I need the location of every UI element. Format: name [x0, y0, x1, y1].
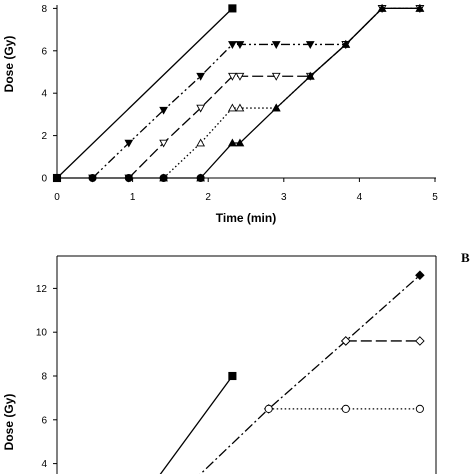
panel-a-series-3-point: [235, 72, 245, 81]
panel-a-series-6-point: [159, 173, 168, 183]
panel-a-series-5-point: [415, 3, 425, 12]
panel-a-series-6-point: [52, 173, 62, 183]
panel-b-series-1-point: [228, 371, 237, 381]
panel-a-series-5-point: [235, 138, 245, 147]
panel-a-series-5-line: [200, 7, 420, 179]
panel-a-series-5-point: [305, 71, 315, 80]
panel-a-series-2-point: [305, 41, 315, 49]
panel-a-x-tick-label: 4: [357, 192, 363, 203]
panel-a-x-axis-title: Time (min): [216, 211, 276, 225]
panel-a-series-2-point: [196, 72, 206, 81]
panel-a-series-2-point: [228, 41, 237, 49]
panel-b-y-tick-label: 12: [36, 284, 48, 295]
panel-a-x-tick-label: 5: [432, 192, 438, 203]
panel-a-y-tick-label: 0: [41, 174, 47, 185]
panel-a-x-tick-label: 3: [281, 192, 287, 203]
panel-a-series-6-point: [196, 173, 205, 183]
panel-a-x-ticks: 0 1 2 3 4 5: [54, 178, 438, 203]
panel-a-y-axis-title: Dose (Gy): [2, 36, 16, 93]
panel-a-series-2-point: [124, 139, 134, 148]
panel-a-x-tick-label: 1: [130, 192, 136, 203]
panel-b-series-3-point: [341, 336, 351, 346]
panel-b-series-2-point: [415, 270, 425, 281]
panel-a-series-3-point: [228, 72, 237, 81]
panel-b-series-4-point: [341, 404, 350, 413]
panel-b-series-4-point: [415, 404, 424, 413]
panel-a-y-tick-label: 2: [41, 131, 47, 142]
panel-a-x-tick-label: 2: [205, 192, 211, 203]
panel-b-series-3-point: [415, 336, 425, 346]
panel-a-series-3-line: [128, 7, 420, 179]
panel-a-y-tick-label: 6: [41, 46, 47, 57]
panel-a-y-ticks: 0 2 4 6 8: [41, 4, 57, 185]
panel-a-series-2-line: [92, 7, 420, 179]
panel-a-series-2-point: [235, 41, 245, 49]
panel-b-y-tick-label: 10: [36, 328, 48, 339]
panel-a-chart: 0 1 2 3 4 5 0 2 4 6 8 Time (min) Dose (Gy): [2, 3, 438, 225]
panel-a-series-3-point: [159, 139, 168, 148]
panel-a-x-tick-label: 0: [54, 192, 60, 203]
panel-a-series-4-point: [196, 138, 206, 147]
panel-a-series-5-point: [271, 103, 281, 112]
panel-a-series-6-point: [88, 173, 97, 183]
panel-a-series-1-line: [56, 7, 233, 179]
panel-a-series-3-point: [271, 72, 281, 81]
panel-a-series-4-point: [228, 103, 237, 112]
panel-a-series-5-point: [377, 3, 387, 12]
panel-a-series-3-point: [196, 104, 206, 113]
panel-b-y-tick-label: 6: [41, 415, 47, 426]
panel-b-series: [159, 270, 425, 474]
panel-a-series: [52, 3, 425, 183]
panel-b-y-tick-label: 8: [41, 372, 47, 383]
panel-b-chart: B 4 6 8 10 12 Dose (Gy): [2, 250, 470, 474]
panel-a-y-tick-label: 4: [41, 89, 47, 100]
panel-b-series-2-line: [199, 274, 421, 474]
panel-a-series-6-point: [124, 173, 133, 183]
panel-b-series-1-line: [159, 375, 233, 474]
panel-b-y-axis-title: Dose (Gy): [2, 394, 16, 451]
panel-b-y-ticks: 4 6 8 10 12: [36, 284, 57, 470]
panel-a-series-1-point: [228, 4, 237, 13]
panel-a-y-tick-label: 8: [41, 4, 47, 15]
panel-a-series-2-point: [159, 106, 168, 115]
panel-a-series-5-point: [228, 138, 237, 147]
panel-a-series-4-point: [235, 103, 245, 112]
panel-b-letter: B: [461, 250, 470, 265]
panel-a-series-2-point: [271, 41, 281, 49]
panel-b-series-4-point: [264, 404, 273, 413]
panel-b-y-tick-label: 4: [41, 459, 47, 470]
panel-a-series-5-point: [341, 39, 351, 48]
